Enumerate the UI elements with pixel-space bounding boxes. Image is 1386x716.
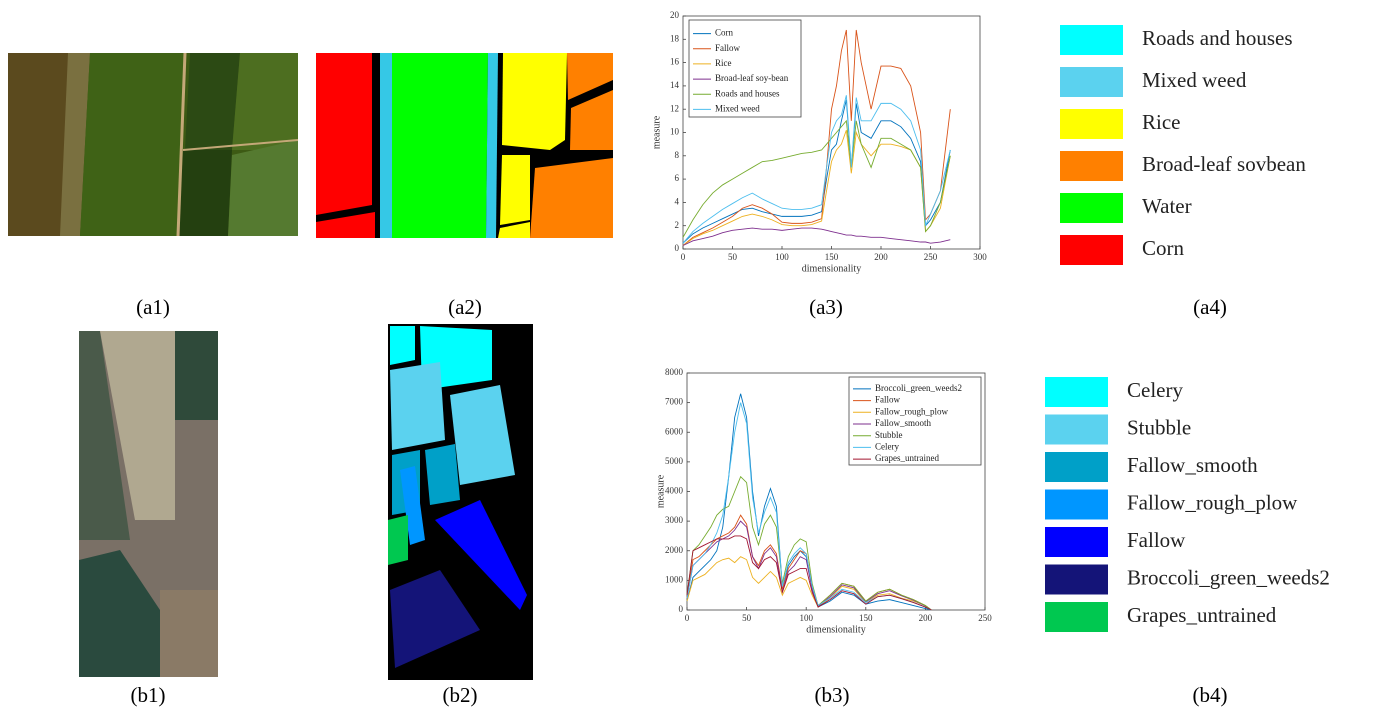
legend-swatch — [1045, 527, 1108, 557]
panel-label: (b2) — [443, 683, 478, 707]
x-tick-label: 150 — [825, 252, 839, 262]
legend-swatch — [1060, 25, 1123, 55]
y-tick-label: 3000 — [665, 515, 684, 525]
legend-label: Fallow_rough_plow — [875, 406, 948, 416]
y-tick-label: 7000 — [665, 397, 684, 407]
y-tick-label: 20 — [670, 10, 680, 20]
legend-swatch — [1045, 602, 1108, 632]
panel-label: (b1) — [131, 683, 166, 707]
x-tick-label: 50 — [728, 252, 738, 262]
legend-box — [848, 376, 982, 466]
y-axis-label: measure — [655, 474, 666, 508]
y-tick-label: 6 — [675, 173, 680, 183]
legend-swatch — [1045, 414, 1108, 445]
y-tick-label: 4 — [675, 196, 680, 206]
legend-label: Celery — [1127, 378, 1183, 402]
panel-label: (b4) — [1193, 683, 1228, 707]
legend-label: Broccoli_green_weeds2 — [875, 383, 962, 393]
legend-swatch — [1060, 193, 1123, 223]
legend-label: Corn — [1142, 236, 1185, 260]
legend-label: Fallow — [715, 43, 741, 53]
x-tick-label: 250 — [978, 613, 992, 623]
x-tick-label: 100 — [799, 613, 813, 623]
legend-label: Mixed weed — [1142, 68, 1247, 92]
y-tick-label: 18 — [670, 33, 680, 43]
x-axis-label: dimensionality — [806, 624, 865, 635]
series-line — [682, 95, 951, 244]
legend-label: Fallow — [875, 395, 901, 405]
panel-label: (a3) — [809, 295, 843, 319]
legend-swatch — [1045, 489, 1108, 520]
legend-swatch — [1045, 564, 1108, 595]
legend-label: Grapes_untrained — [875, 453, 939, 463]
legend-label: Fallow_smooth — [875, 418, 932, 428]
legend-swatch — [1060, 151, 1123, 181]
panel-label: (b3) — [815, 683, 850, 707]
series-line — [682, 29, 951, 246]
series-line — [682, 227, 951, 246]
series-line — [682, 119, 951, 238]
legend-label: Celery — [875, 441, 899, 451]
x-tick-label: 0 — [681, 252, 686, 262]
y-tick-label: 4000 — [665, 486, 684, 496]
legend-label: Grapes_untrained — [1127, 603, 1277, 627]
x-tick-label: 100 — [775, 252, 789, 262]
x-tick-label: 300 — [973, 252, 987, 262]
legend-box — [688, 19, 802, 118]
legend-swatch — [1060, 109, 1123, 139]
panel-label: (a2) — [448, 295, 482, 319]
x-axis-label: dimensionality — [802, 263, 861, 274]
legend-label: Fallow — [1127, 528, 1186, 552]
panel-label: (a4) — [1193, 295, 1227, 319]
y-tick-label: 0 — [679, 604, 684, 614]
legend-label: Roads and houses — [1142, 26, 1293, 50]
legend-label: Broccoli_green_weeds2 — [1127, 565, 1330, 589]
image-b1 — [79, 331, 218, 677]
y-tick-label: 2 — [675, 220, 680, 230]
y-tick-label: 0 — [675, 243, 680, 253]
image-a1 — [8, 52, 299, 237]
legend-label: Stubble — [875, 430, 903, 440]
legend-label: Fallow_rough_plow — [1127, 490, 1298, 514]
series-line — [686, 556, 932, 611]
x-tick-label: 50 — [742, 613, 752, 623]
y-tick-label: 1000 — [665, 574, 684, 584]
y-tick-label: 10 — [670, 127, 680, 137]
y-tick-label: 16 — [670, 57, 680, 67]
legend-label: Broad-leaf sovbean — [1142, 152, 1306, 176]
y-tick-label: 8000 — [665, 367, 684, 377]
legend-label: Fallow_smooth — [1127, 453, 1258, 477]
image-a2 — [316, 53, 613, 238]
y-tick-label: 12 — [670, 103, 679, 113]
x-tick-label: 0 — [685, 613, 690, 623]
legend-label: Broad-leaf soy-bean — [715, 73, 789, 83]
panel-label: (a1) — [136, 295, 170, 319]
y-tick-label: 14 — [670, 80, 680, 90]
legend-label: Corn — [715, 28, 734, 38]
legend-label: Rice — [1142, 110, 1180, 134]
series-line — [686, 535, 932, 611]
legend-label: Water — [1142, 194, 1192, 218]
y-tick-label: 5000 — [665, 456, 684, 466]
legend-swatch — [1045, 377, 1108, 407]
y-tick-label: 2000 — [665, 545, 684, 555]
series-line — [682, 99, 951, 244]
x-tick-label: 200 — [919, 613, 933, 623]
legend-label: Stubble — [1127, 415, 1191, 439]
legend-label: Rice — [715, 58, 732, 68]
series-line — [682, 130, 951, 246]
legend-swatch — [1045, 452, 1108, 482]
x-tick-label: 250 — [924, 252, 938, 262]
y-tick-label: 6000 — [665, 426, 684, 436]
image-b2 — [388, 324, 533, 680]
legend-swatch — [1060, 67, 1123, 97]
y-tick-label: 8 — [675, 150, 680, 160]
x-tick-label: 150 — [859, 613, 873, 623]
legend-label: Mixed weed — [715, 103, 760, 113]
x-tick-label: 200 — [874, 252, 888, 262]
legend-label: Roads and houses — [715, 88, 780, 98]
legend-swatch — [1060, 235, 1123, 265]
y-axis-label: measure — [651, 115, 662, 149]
